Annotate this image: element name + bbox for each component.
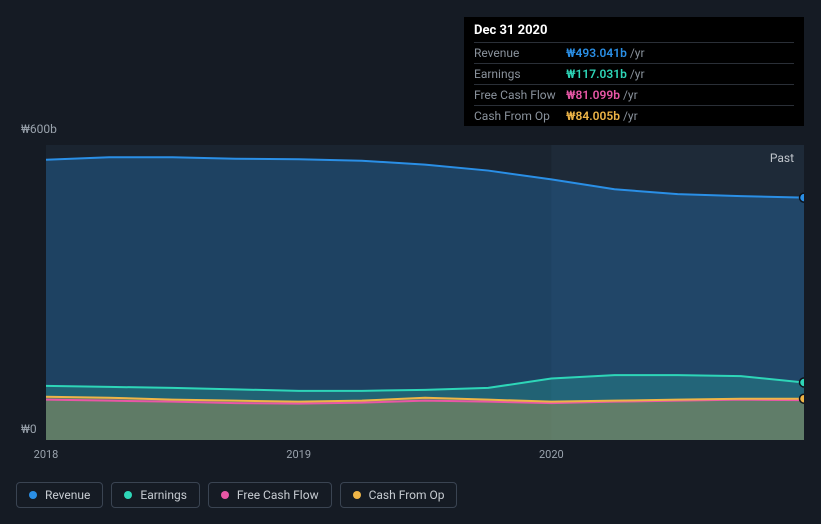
tooltip-date: Dec 31 2020: [474, 23, 794, 42]
legend-dot-icon: [124, 491, 132, 499]
y-tick-bottom: ₩0: [21, 422, 37, 436]
tooltip-row: Free Cash Flow₩81.099b/yr: [474, 84, 794, 105]
past-label: Past: [770, 151, 794, 165]
tooltip-metric-label: Free Cash Flow: [474, 88, 566, 102]
tooltip-metric-value: ₩117.031b: [566, 67, 627, 81]
tooltip-card: Dec 31 2020 Revenue₩493.041b/yrEarnings₩…: [464, 17, 804, 126]
tooltip-metric-value: ₩493.041b: [566, 46, 627, 60]
tooltip-metric-unit: /yr: [623, 88, 638, 102]
y-tick-top: ₩600b: [21, 122, 57, 136]
chart-container: ₩600b ₩0 Past 2018 2019 2020: [16, 120, 806, 480]
x-tick-label: 2019: [286, 448, 311, 461]
tooltip-metric-label: Revenue: [474, 46, 566, 60]
x-tick-label: 2020: [539, 448, 564, 461]
tooltip-metric-label: Earnings: [474, 67, 566, 81]
plot-area[interactable]: Past: [46, 145, 804, 440]
legend-item-cfo[interactable]: Cash From Op: [340, 482, 458, 508]
tooltip-row: Revenue₩493.041b/yr: [474, 42, 794, 63]
legend: Revenue Earnings Free Cash Flow Cash From O…: [16, 482, 457, 508]
legend-label: Revenue: [45, 488, 90, 502]
legend-item-revenue[interactable]: Revenue: [16, 482, 103, 508]
x-tick-label: 2018: [34, 448, 59, 461]
legend-dot-icon: [353, 491, 361, 499]
tooltip-row: Earnings₩117.031b/yr: [474, 63, 794, 84]
legend-item-earnings[interactable]: Earnings: [111, 482, 200, 508]
legend-label: Cash From Op: [369, 488, 445, 502]
tooltip-metric-value: ₩81.099b: [566, 88, 620, 102]
legend-label: Free Cash Flow: [237, 488, 319, 502]
legend-label: Earnings: [140, 488, 187, 502]
tooltip-metric-unit: /yr: [630, 46, 645, 60]
legend-dot-icon: [221, 491, 229, 499]
tooltip-metric-unit: /yr: [630, 67, 645, 81]
legend-item-fcf[interactable]: Free Cash Flow: [208, 482, 332, 508]
legend-dot-icon: [29, 491, 37, 499]
